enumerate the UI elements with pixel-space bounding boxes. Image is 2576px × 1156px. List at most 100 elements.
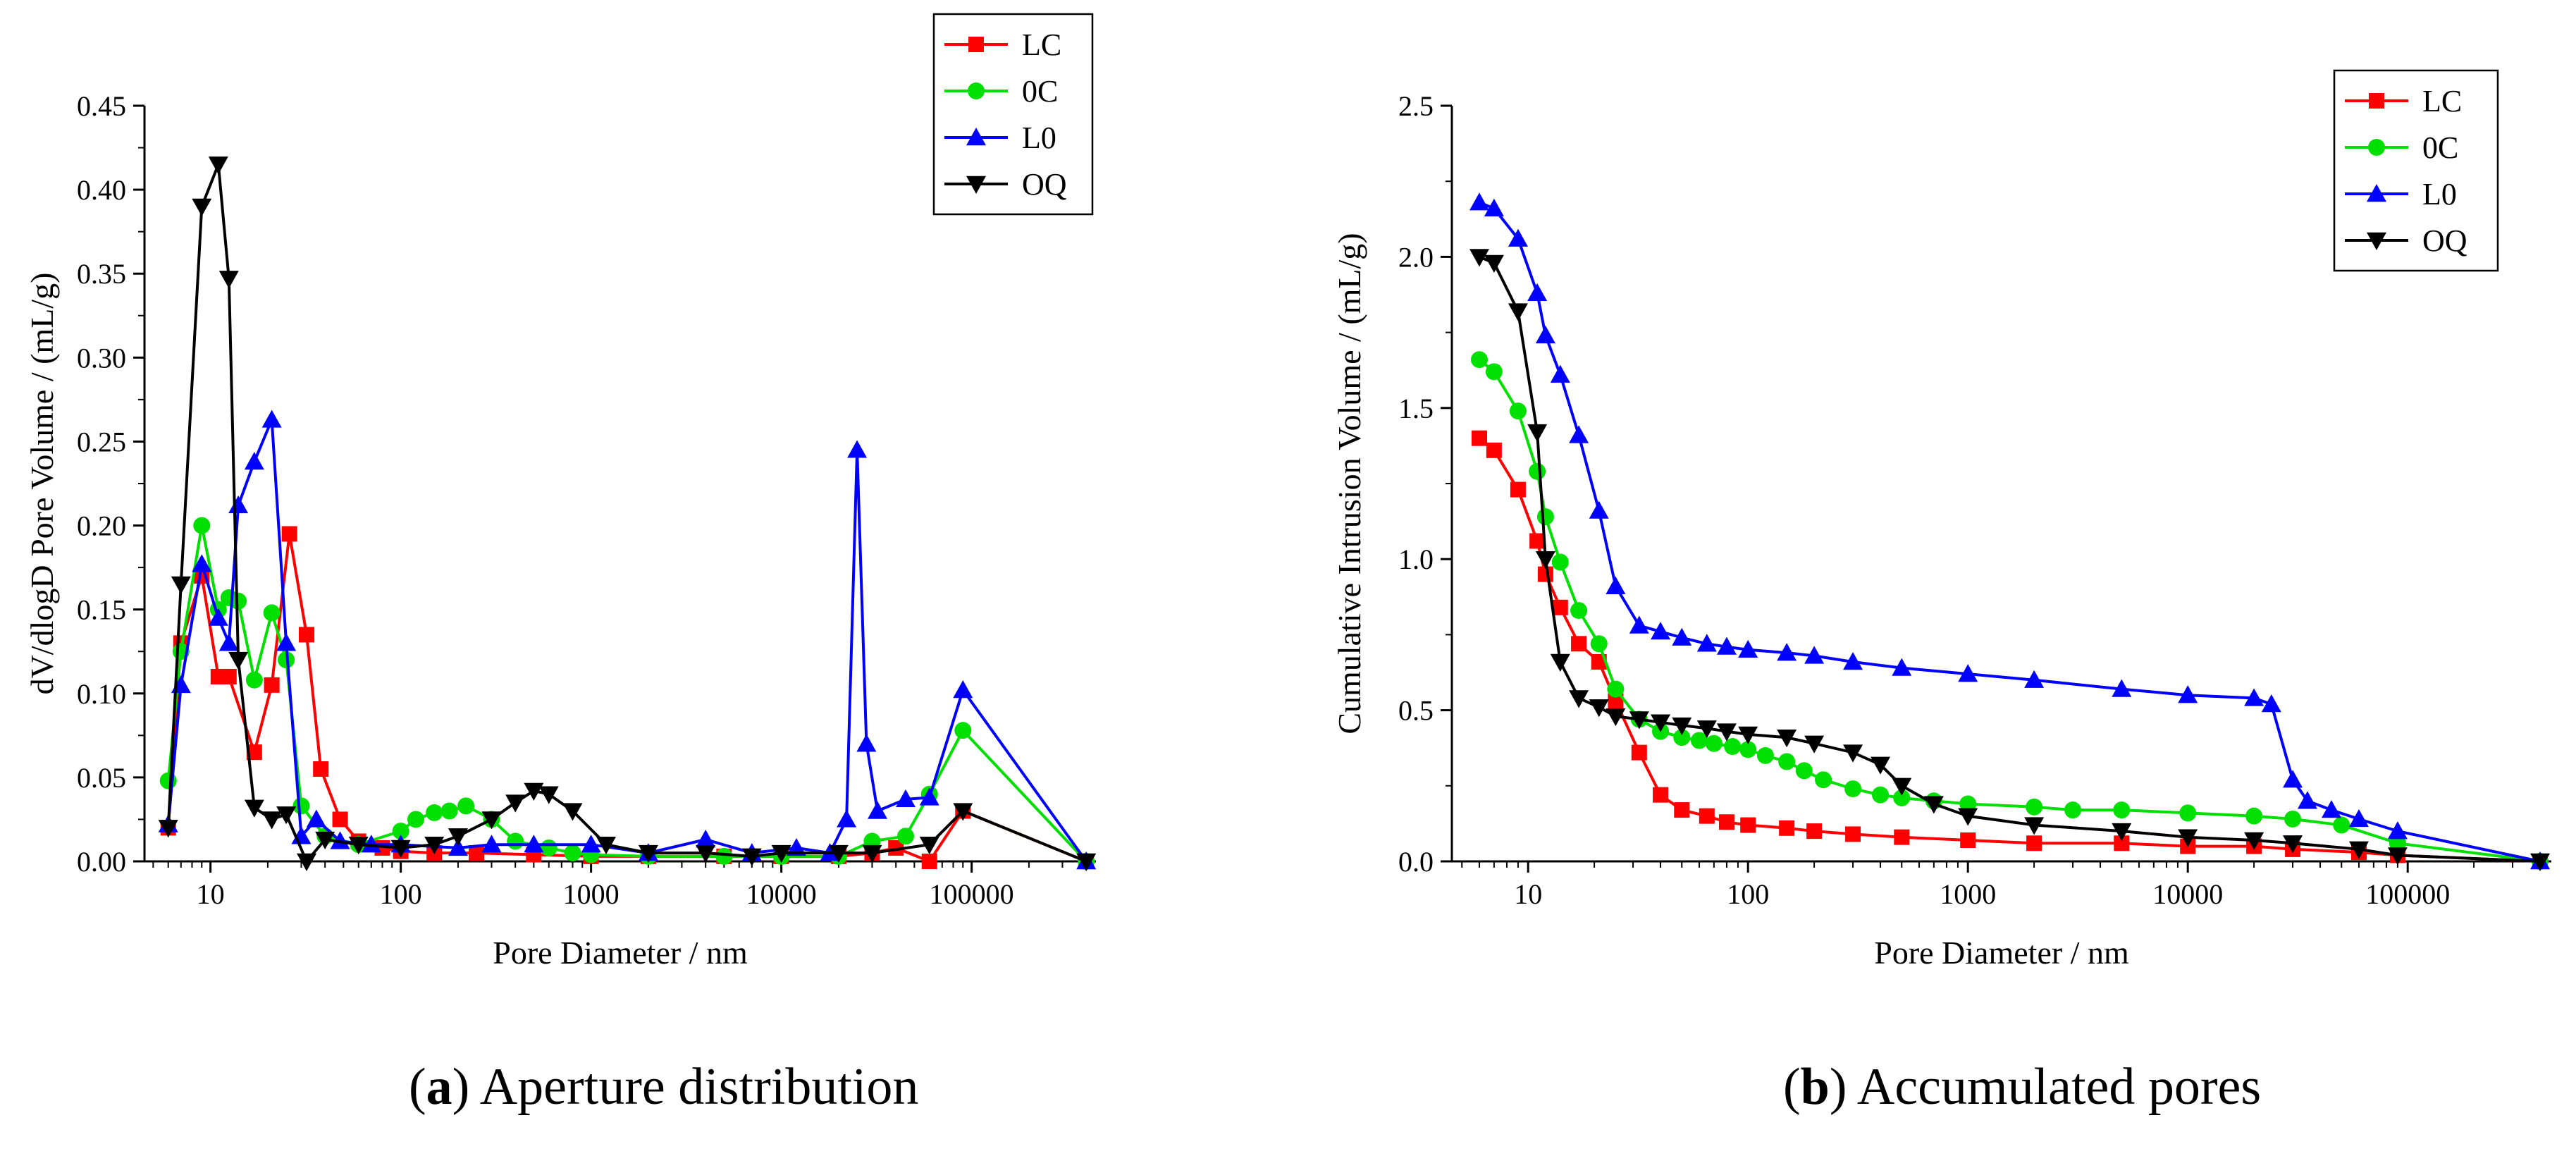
charta-data-point	[847, 440, 868, 458]
chartb-data-point	[1470, 351, 1488, 369]
charta-x-tick-label: 10000	[746, 878, 817, 910]
chartb-data-point	[1696, 634, 1717, 652]
charta-data-point	[424, 836, 445, 855]
chartb-data-point	[1589, 699, 1609, 718]
charta-data-point	[481, 811, 502, 830]
caption-b-text: Accumulated pores	[1856, 1058, 2262, 1116]
charta-x-tick-label: 1000	[563, 878, 620, 910]
charta-data-point	[507, 832, 524, 850]
chartb-data-point	[2178, 685, 2198, 703]
charta-data-point	[457, 797, 475, 815]
charta-data-point	[230, 592, 247, 610]
chartb-y-tick-label: 1.0	[1398, 543, 1434, 575]
charta-y-tick-label: 0.40	[77, 174, 126, 206]
chartb-data-point	[1892, 777, 1912, 796]
chartb-data-point	[2179, 804, 2197, 822]
chartb-data-point	[1843, 744, 1863, 763]
chartb-series-0C	[1470, 351, 2549, 870]
charta-series-OQ	[158, 156, 1097, 871]
chartb-y-tick-label: 0.0	[1398, 846, 1434, 878]
charta-legend-label: LC	[1022, 27, 1061, 62]
chartb-data-point	[1845, 826, 1861, 842]
chartb-data-point	[1716, 723, 1737, 742]
chartb-x-tick-label: 100	[1727, 878, 1769, 910]
charta-data-point	[281, 526, 297, 542]
charta-data-point	[469, 845, 485, 861]
charta-x-tick-label: 100000	[930, 878, 1014, 910]
charta-data-point	[787, 837, 807, 856]
charta-x-tick-label: 100	[380, 878, 422, 910]
charta-data-point	[264, 677, 280, 693]
charta-data-point	[919, 787, 939, 806]
charta-data-point	[330, 831, 350, 849]
charta-data-point	[696, 830, 716, 848]
chartb-x-tick-label: 1000	[1940, 878, 1996, 910]
chartb-data-point	[1651, 714, 1671, 732]
chartb-data-point	[1699, 808, 1715, 824]
charta-data-point	[448, 837, 468, 856]
caption-a-tag: a	[426, 1058, 452, 1116]
chartb-data-point	[1651, 622, 1671, 640]
charta-data-point	[856, 734, 877, 752]
chartb-data-point	[1527, 424, 1548, 443]
charta-data-point	[868, 801, 888, 819]
charta-series-L0	[158, 410, 1097, 870]
charta-data-point	[332, 811, 348, 828]
chartb-y-tick-label: 1.5	[1398, 393, 1434, 424]
chartb-data-point	[1795, 762, 1813, 780]
chartb-data-point	[2283, 770, 2303, 788]
chart-accumulated-pores: 0.0 0.5 1.0 1.5 2.0 2.5 10 100 1000 10000 100000 Po…	[1331, 69, 2551, 971]
charta-data-point	[218, 633, 239, 651]
chartb-data-point	[2114, 835, 2130, 851]
charta-legend-marker	[966, 176, 986, 194]
chartb-series-LC	[1471, 430, 2549, 869]
chartb-data-point	[1607, 680, 1625, 698]
chartb-data-point	[2178, 829, 2198, 847]
chartb-data-point	[1529, 462, 1546, 480]
charta-data-point	[299, 627, 315, 643]
charta-data-point	[244, 452, 264, 470]
charta-data-point	[448, 828, 468, 847]
chartb-data-point	[2387, 821, 2408, 840]
chartb-x-axis-label: Pore Diameter / nm	[1874, 935, 2129, 971]
caption-b-tag: b	[1800, 1058, 1830, 1116]
chartb-data-point	[1527, 283, 1548, 302]
charta-data-point	[896, 789, 916, 808]
chartb-data-point	[1756, 746, 1774, 764]
charta-y-tick-label: 0.05	[77, 762, 126, 794]
charta-data-point	[315, 831, 335, 850]
chartb-data-point	[1486, 442, 1502, 458]
charta-data-point	[244, 799, 264, 818]
chartb-data-point	[1739, 741, 1757, 758]
chartb-data-point	[1590, 635, 1608, 653]
charta-data-point	[208, 608, 228, 626]
charta-data-point	[919, 836, 939, 855]
chartb-data-point	[1550, 364, 1570, 383]
charta-data-point	[208, 156, 228, 175]
charta-data-point	[228, 495, 249, 514]
charta-data-point	[192, 198, 212, 216]
charta-data-point	[696, 844, 716, 863]
chartb-data-point	[1844, 780, 1862, 798]
chartb-data-point	[2112, 823, 2132, 842]
charta-data-point	[276, 806, 297, 825]
chartb-data-point	[2348, 808, 2369, 828]
charta-x-axis-label: Pore Diameter / nm	[493, 935, 748, 971]
chartb-data-point	[1606, 576, 1626, 594]
chartb-data-point	[2112, 679, 2132, 697]
chartb-data-point	[2024, 670, 2045, 688]
chartb-data-point	[1606, 708, 1626, 727]
charta-data-point	[171, 576, 191, 594]
chartb-data-point	[1705, 734, 1723, 752]
chartb-data-point	[2261, 694, 2281, 713]
charta-data-point	[837, 809, 857, 828]
charta-data-point	[897, 828, 914, 845]
charta-legend-label: L0	[1022, 121, 1056, 155]
charta-data-point	[218, 271, 239, 289]
charta-data-point	[741, 848, 762, 866]
chartb-data-point	[2322, 800, 2341, 818]
chartb-legend-label: 0C	[2422, 130, 2458, 165]
charta-data-point	[263, 604, 281, 622]
chartb-data-point	[1674, 802, 1690, 818]
